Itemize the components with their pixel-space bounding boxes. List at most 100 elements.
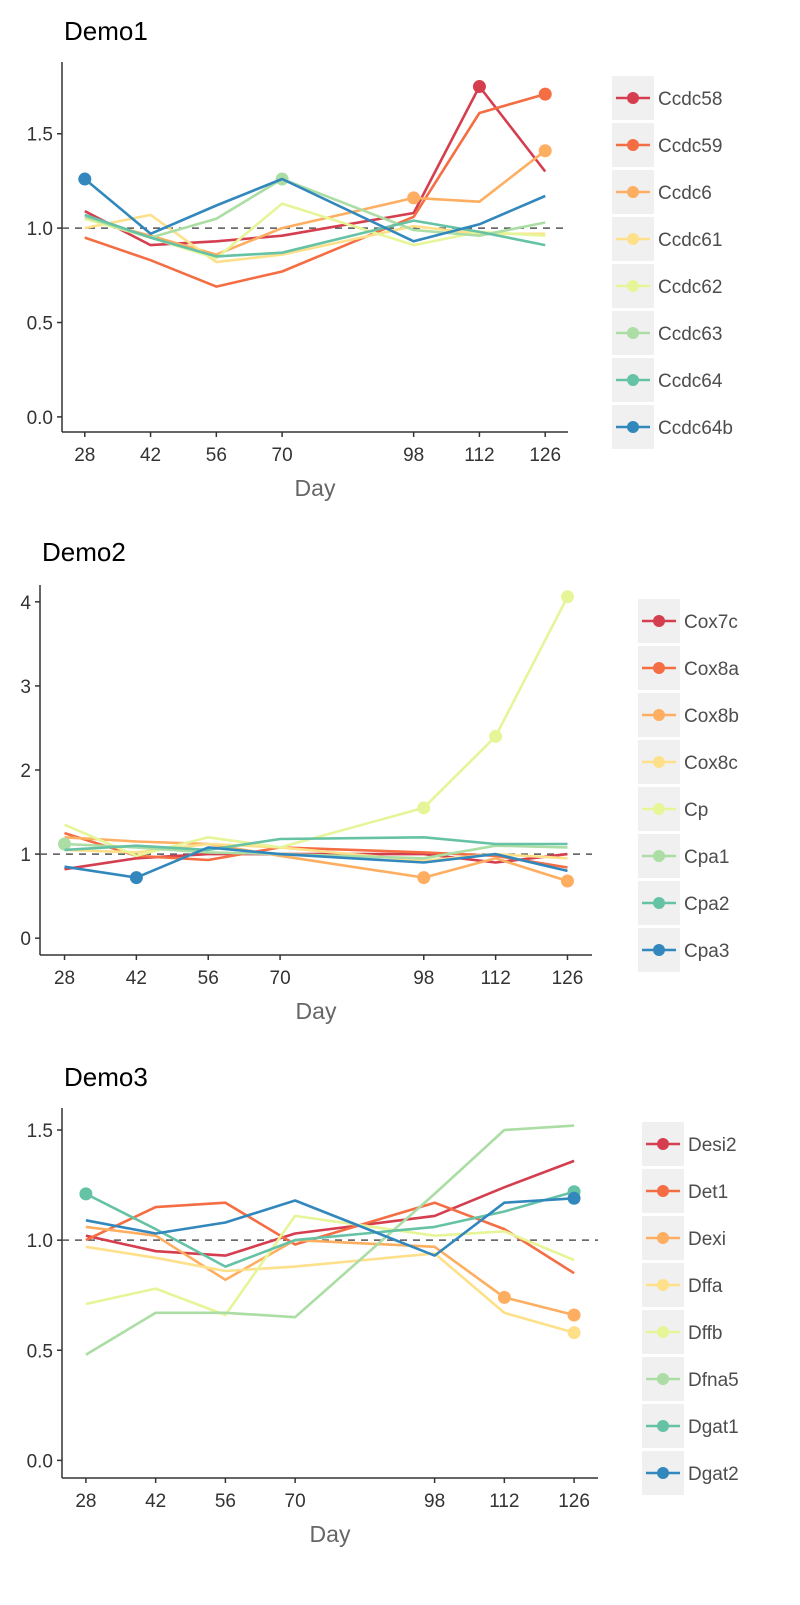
chart-panel-1: Demo1 0.0 0.5 1.0 1.5 28 42 56 70 98 112 126 Day Ccdc…: [27, 16, 733, 501]
y-tick-label: 0.5: [27, 314, 53, 335]
y-tick-label: 1: [20, 845, 31, 866]
data-point-cox8b: [417, 871, 431, 885]
legend-item-ccdc61: Ccdc61: [612, 217, 722, 261]
legend-key-marker: [657, 1420, 669, 1432]
legend-item-cpa3: Cpa3: [638, 928, 729, 972]
x-tick-label: 70: [272, 445, 293, 466]
legend-key-marker: [657, 1467, 669, 1479]
series-line-ccdc59: [84, 92, 546, 288]
series-line-desi2: [85, 1159, 575, 1257]
data-point-dexi: [497, 1290, 511, 1304]
legend-key-marker: [653, 944, 665, 956]
y-tick-label: 0: [20, 929, 31, 950]
x-tick-label: 70: [285, 1491, 306, 1512]
legend-key-marker: [653, 662, 665, 674]
series-line-det1: [85, 1201, 575, 1275]
legend-item-dfna5: Dfna5: [642, 1357, 739, 1401]
legend-item-dgat1: Dgat1: [642, 1404, 739, 1448]
legend-item-cox8a: Cox8a: [638, 646, 739, 690]
x-tick-label: 98: [424, 1491, 445, 1512]
x-tick-label: 126: [558, 1491, 590, 1512]
legend-item-cpa2: Cpa2: [638, 881, 729, 925]
x-tick-label: 42: [126, 968, 147, 989]
x-tick-label: 56: [198, 968, 219, 989]
series-line-cpa2: [64, 835, 568, 852]
legend-label: Ccdc64b: [658, 418, 733, 439]
legend-item-ccdc64b: Ccdc64b: [612, 405, 733, 449]
legend-label: Cpa2: [684, 894, 729, 915]
x-tick-label: 112: [489, 1491, 519, 1512]
data-point-dffa: [567, 1326, 581, 1340]
y-tick-label: 4: [20, 593, 31, 614]
x-tick-label: 98: [413, 968, 434, 989]
series-line-dgat2: [85, 1197, 575, 1257]
legend-item-cpa1: Cpa1: [638, 834, 729, 878]
legend-key-marker: [657, 1373, 669, 1385]
series-line-cp: [63, 596, 569, 858]
y-tick-label: 1.5: [27, 1121, 53, 1142]
legend-label: Ccdc63: [658, 324, 722, 345]
legend-label: Ccdc64: [658, 371, 723, 392]
legend-label: Ccdc59: [658, 136, 722, 157]
x-tick-label: 56: [206, 445, 227, 466]
legend-label: Cox8c: [684, 753, 738, 774]
y-tick-label: 1.5: [27, 125, 53, 146]
legend-label: Cox7c: [684, 612, 738, 633]
legend-item-ccdc64: Ccdc64: [612, 358, 723, 402]
series-line-dfna5: [85, 1124, 575, 1356]
data-point-cpa1: [58, 837, 72, 851]
legend-item-cox7c: Cox7c: [638, 599, 738, 643]
chart-title: Demo1: [64, 16, 148, 46]
data-point-cp: [560, 590, 574, 604]
legend-item-ccdc62: Ccdc62: [612, 264, 722, 308]
legend-label: Dgat1: [688, 1417, 739, 1438]
legend-key-marker: [653, 803, 665, 815]
legend-item-desi2: Desi2: [642, 1122, 737, 1166]
x-tick-label: 42: [140, 445, 161, 466]
y-tick-label: 0.0: [27, 408, 53, 429]
x-tick-label: 56: [215, 1491, 236, 1512]
legend-label: Cpa3: [684, 941, 729, 962]
legend-key-marker: [627, 139, 639, 151]
data-point-ccdc6: [538, 144, 552, 158]
series-line-ccdc64b: [83, 177, 546, 243]
legend-item-dffb: Dffb: [642, 1310, 723, 1354]
y-tick-label: 1.0: [27, 219, 53, 240]
chart-title: Demo3: [64, 1062, 148, 1092]
legend-label: Cp: [684, 800, 708, 821]
data-point-dexi: [567, 1308, 581, 1322]
data-point-cp: [417, 801, 431, 815]
x-tick-label: 28: [74, 445, 95, 466]
series-line-ccdc6: [84, 149, 546, 256]
series-line-ccdc64: [84, 213, 546, 258]
legend-label: Dffa: [688, 1276, 723, 1297]
legend-label: Det1: [688, 1182, 728, 1203]
y-tick-label: 2: [20, 761, 31, 782]
x-tick-label: 70: [270, 968, 291, 989]
x-tick-label: 98: [403, 445, 424, 466]
legend-item-ccdc63: Ccdc63: [612, 311, 722, 355]
legend-key-marker: [657, 1326, 669, 1338]
legend-label: Dffb: [688, 1323, 723, 1344]
legend-key-marker: [627, 421, 639, 433]
x-tick-label: 28: [75, 1491, 96, 1512]
legend-item-dffa: Dffa: [642, 1263, 723, 1307]
legend-label: Ccdc58: [658, 89, 722, 110]
series-line-ccdc61: [84, 213, 546, 264]
legend-item-cox8c: Cox8c: [638, 740, 738, 784]
series-line-dffb: [85, 1214, 575, 1317]
legend-item-ccdc59: Ccdc59: [612, 123, 722, 167]
legend-item-cox8b: Cox8b: [638, 693, 739, 737]
legend-key-marker: [653, 709, 665, 721]
legend-label: Dexi: [688, 1229, 726, 1250]
x-tick-label: 126: [529, 445, 561, 466]
legend-key-marker: [627, 374, 639, 386]
legend-key-marker: [627, 92, 639, 104]
legend-key-marker: [653, 756, 665, 768]
legend-label: Dgat2: [688, 1464, 739, 1485]
legend-item-ccdc58: Ccdc58: [612, 76, 722, 120]
legend-item-dexi: Dexi: [642, 1216, 726, 1260]
legend-label: Desi2: [688, 1135, 737, 1156]
y-tick-label: 0.5: [27, 1341, 53, 1362]
